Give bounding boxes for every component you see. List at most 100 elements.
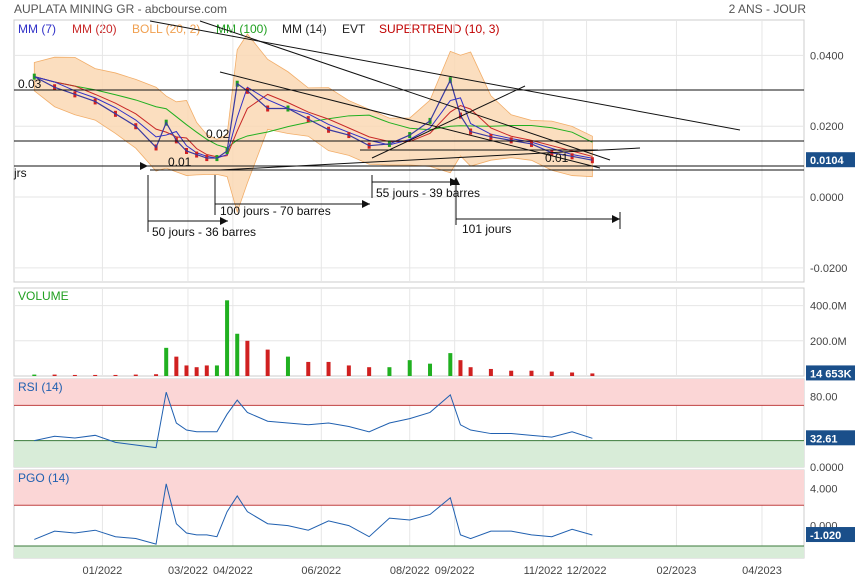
- volume-bar: [265, 349, 270, 376]
- volume-bar: [194, 367, 199, 376]
- volume-bar: [214, 365, 219, 376]
- price-label: 0.01: [168, 155, 192, 169]
- x-axis: 01/2022 03/2022 04/2022 06/2022 08/2022 09/20…: [83, 565, 782, 577]
- trendline-3: [219, 71, 601, 169]
- volume-bar: [590, 373, 595, 376]
- measure-label-101-jours: 101 jours: [462, 222, 511, 236]
- last-value-label: 14 653K: [810, 368, 852, 380]
- measure-label-55-jours: 55 jours - 39 barres: [376, 186, 480, 200]
- volume-bar: [72, 374, 77, 376]
- volume-bar: [509, 370, 514, 376]
- legend-boll: BOLL (20, 2): [132, 22, 200, 36]
- x-tick-label: 02/2023: [657, 565, 697, 577]
- volume-bar: [235, 333, 240, 376]
- volume-bar: [407, 360, 412, 376]
- volume-bar: [225, 300, 230, 376]
- volume-bar: [32, 374, 37, 376]
- y-tick-label: 0.0000: [810, 192, 844, 204]
- legend: MM (7) MM (20) BOLL (20, 2) MM (100) MM …: [18, 22, 499, 36]
- overbought-zone: [14, 379, 804, 406]
- volume-bar: [549, 371, 554, 376]
- trendline-4: [219, 147, 641, 171]
- volume-bar: [154, 374, 159, 376]
- volume-series: [32, 300, 595, 376]
- volume-bar: [529, 370, 534, 376]
- volume-bar: [448, 353, 453, 376]
- volume-bar: [133, 374, 138, 376]
- drawing-tools: [14, 20, 804, 232]
- x-tick-label: 06/2022: [301, 565, 341, 577]
- volume-bar: [184, 365, 189, 376]
- volume-bar: [346, 365, 351, 376]
- last-value-tag: [806, 430, 855, 446]
- trendline-1: [149, 20, 741, 131]
- volume-bar: [285, 356, 290, 376]
- legend-mm100: MM (100): [216, 22, 267, 36]
- rsi-series: [34, 392, 593, 449]
- pgo-line: [34, 483, 593, 545]
- last-value-label: -1.020: [810, 530, 841, 542]
- left-cut-label: jrs: [13, 166, 27, 180]
- pgo-title: PGO (14): [18, 471, 69, 485]
- close-line: [34, 76, 593, 161]
- chart-title: AUPLATA MINING GR - abcbourse.com: [14, 2, 227, 16]
- volume-bar: [52, 374, 57, 376]
- arrowhead: [220, 217, 228, 225]
- x-tick-label: 01/2022: [83, 565, 123, 577]
- volume-bar: [468, 367, 473, 376]
- volume-bar: [245, 340, 250, 376]
- trendline-2: [199, 20, 611, 161]
- last-value-label: 0.0104: [810, 155, 845, 167]
- rsi-title: RSI (14): [18, 380, 63, 394]
- y-tick-label: 4.000: [810, 484, 838, 496]
- ma100-line: [34, 76, 593, 149]
- oversold-zone: [14, 545, 804, 558]
- oscillator-zones: [14, 379, 804, 558]
- y-tick-label: 0.0200: [810, 121, 844, 133]
- rsi-line: [34, 392, 593, 449]
- x-tick-label: 09/2022: [435, 565, 475, 577]
- legend-mm20: MM (20): [72, 22, 117, 36]
- volume-bar: [326, 361, 331, 376]
- volume-title: VOLUME: [18, 289, 69, 303]
- volume-bar: [458, 360, 463, 376]
- volume-bar: [306, 361, 311, 376]
- volume-bar: [174, 356, 179, 376]
- volume-bar: [488, 368, 493, 376]
- y-tick-label: 0.0000: [810, 462, 844, 474]
- overbought-zone: [14, 470, 804, 506]
- volume-bar: [204, 365, 209, 376]
- trendline-5: [371, 85, 526, 159]
- y-axes: 0.0400 0.0200 0.0000 -0.0200 0.0104 400.0M 200…: [806, 50, 855, 543]
- bollinger-band: [33, 33, 593, 214]
- legend-mm14: MM (14): [282, 22, 327, 36]
- annotation-labels: 0.03 0.02 0.01 0.01 jrs 50 jours - 36 ba…: [13, 77, 569, 239]
- last-value-tag: [806, 365, 855, 381]
- legend-supertrend: SUPERTREND (10, 3): [379, 22, 499, 36]
- price-label: 0.01: [545, 151, 569, 165]
- x-tick-label: 04/2023: [742, 565, 782, 577]
- ma20-line: [34, 76, 593, 158]
- price-series: [32, 33, 594, 214]
- x-tick-label: 03/2022: [168, 565, 208, 577]
- volume-bar: [164, 347, 169, 376]
- x-tick-label: 04/2022: [213, 565, 253, 577]
- volume-bar: [113, 374, 118, 376]
- period-label: 2 ANS - JOUR: [729, 2, 807, 16]
- price-label: 0.03: [18, 77, 42, 91]
- last-value-label: 32.61: [810, 433, 838, 445]
- y-tick-label: -0.0200: [810, 263, 847, 275]
- arrowheads: [140, 162, 620, 225]
- legend-mm7: MM (7): [18, 22, 56, 36]
- last-value-tag: [806, 527, 855, 543]
- last-value-tag: [806, 152, 855, 168]
- volume-bar: [387, 367, 392, 376]
- volume-bar: [570, 372, 575, 376]
- arrowhead: [612, 215, 620, 223]
- legend-evt: EVT: [342, 22, 366, 36]
- ma7-line: [34, 76, 593, 159]
- measure-label-100-jours: 100 jours - 70 barres: [220, 204, 331, 218]
- volume-bar: [428, 363, 433, 376]
- arrowhead: [362, 200, 370, 208]
- volume-bar: [367, 367, 372, 376]
